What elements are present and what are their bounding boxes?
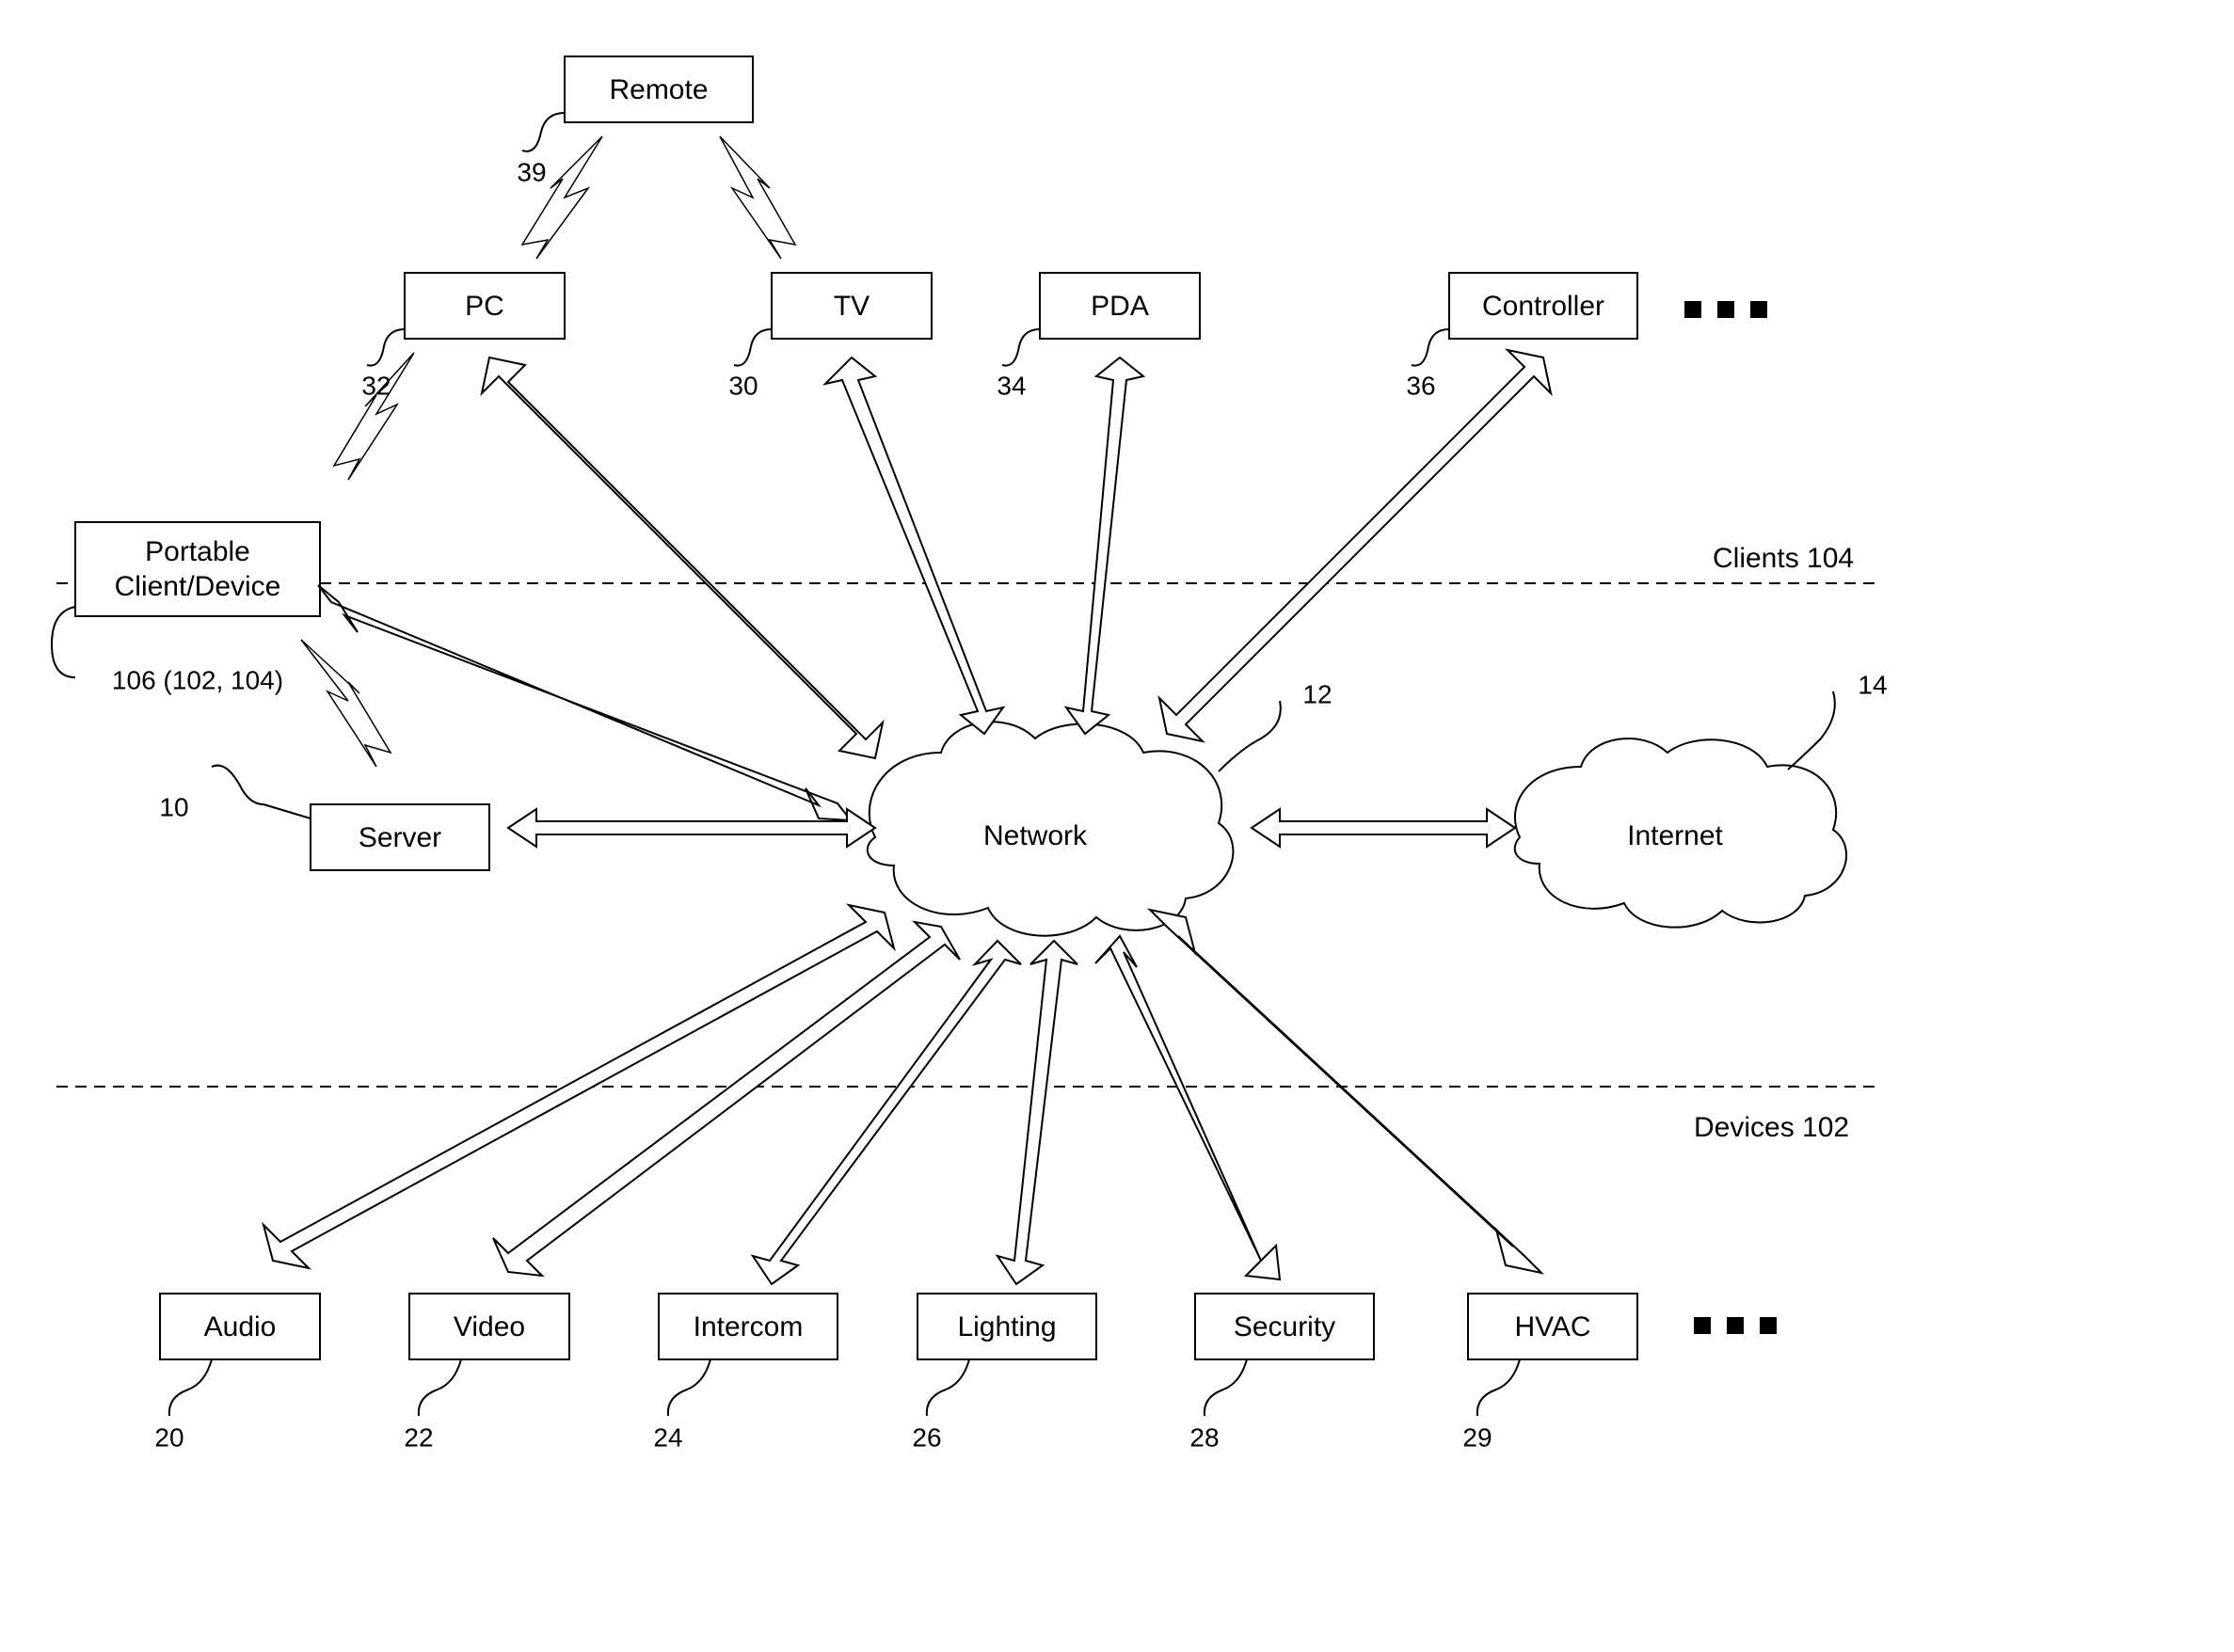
svg-text:Security: Security [1234,1311,1335,1342]
node-video: Video 22 [404,1294,569,1452]
svg-text:12: 12 [1302,679,1332,708]
svg-text:26: 26 [912,1422,941,1452]
arrow-portable-network [318,585,851,820]
svg-text:106 (102, 104): 106 (102, 104) [112,665,283,694]
ellipsis-clients [1684,301,1767,318]
svg-text:10: 10 [159,792,188,821]
svg-text:20: 20 [154,1422,184,1452]
node-security: Security 28 [1189,1294,1374,1452]
svg-text:Internet: Internet [1627,820,1723,851]
svg-text:TV: TV [834,291,870,322]
svg-text:Video: Video [454,1311,525,1342]
arrow-network-lighting [997,941,1077,1284]
node-pc: PC 32 [361,273,565,400]
svg-text:14: 14 [1858,670,1887,699]
arrow-pda-network [1066,357,1143,734]
svg-text:Controller: Controller [1482,291,1604,322]
bolt-portable-server [301,640,391,767]
svg-text:HVAC: HVAC [1514,1311,1590,1342]
svg-text:Intercom: Intercom [694,1311,804,1342]
svg-text:Portable: Portable [145,536,250,567]
arrow-network-hvac [1150,910,1541,1273]
node-hvac: HVAC 29 [1462,1294,1637,1452]
network-diagram: Clients 104 Devices 102 Remote 39 PC 32 … [0,0,2234,1652]
arrow-controller-network [1159,350,1551,741]
node-server: Server 10 [159,766,489,870]
node-portable: Portable Client/Device 106 (102, 104) [52,522,320,694]
node-pda: PDA 34 [997,273,1200,400]
arrow-network-intercom [753,941,1021,1284]
svg-text:PC: PC [465,291,504,322]
node-intercom: Intercom 24 [653,1294,838,1452]
node-audio: Audio 20 [154,1294,320,1452]
svg-text:39: 39 [517,157,546,186]
section-label-clients: Clients 104 [1713,543,1854,574]
svg-text:Audio: Audio [204,1311,277,1342]
svg-text:Server: Server [359,822,441,853]
svg-text:22: 22 [404,1422,433,1452]
svg-text:34: 34 [997,371,1026,400]
arrow-tv-network [825,357,1003,734]
bolt-remote-pc [522,136,602,259]
svg-text:29: 29 [1462,1422,1492,1452]
node-lighting: Lighting 26 [912,1294,1096,1452]
svg-text:24: 24 [653,1422,682,1452]
arrow-network-security [1095,936,1280,1279]
svg-text:Remote: Remote [609,74,708,105]
svg-text:30: 30 [728,371,758,400]
svg-text:28: 28 [1189,1422,1219,1452]
svg-text:Lighting: Lighting [957,1311,1056,1342]
node-internet: Internet 14 [1515,670,1888,927]
arrow-pc-network [482,357,883,758]
svg-text:Client/Device: Client/Device [115,571,281,602]
svg-text:PDA: PDA [1091,291,1149,322]
svg-text:Network: Network [983,820,1088,851]
node-remote: Remote 39 [517,56,753,186]
bolt-remote-tv [720,136,795,259]
svg-text:36: 36 [1406,371,1435,400]
ellipsis-devices [1694,1317,1777,1334]
section-label-devices: Devices 102 [1694,1112,1849,1143]
arrow-network-internet [1252,809,1515,847]
